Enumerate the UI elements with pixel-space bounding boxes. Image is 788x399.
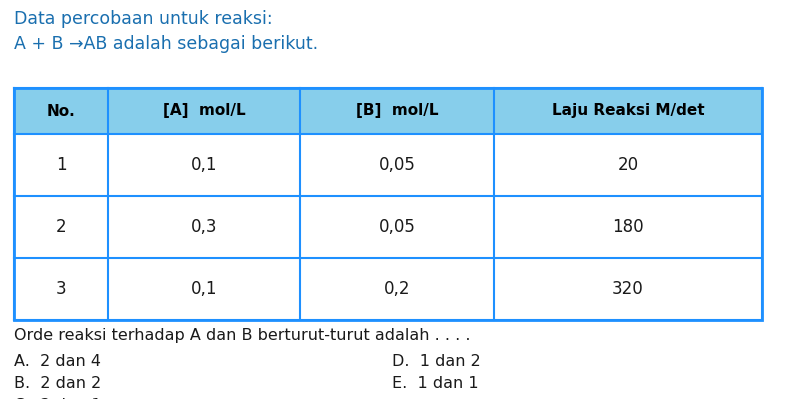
Text: 20: 20 bbox=[618, 156, 638, 174]
Bar bbox=[14, 88, 762, 134]
Text: D.  1 dan 2: D. 1 dan 2 bbox=[392, 354, 481, 369]
Text: 320: 320 bbox=[612, 280, 644, 298]
Text: [B]  mol/L: [B] mol/L bbox=[355, 103, 438, 119]
Text: 1: 1 bbox=[56, 156, 66, 174]
Text: Orde reaksi terhadap A dan B berturut-turut adalah . . . .: Orde reaksi terhadap A dan B berturut-tu… bbox=[14, 328, 470, 343]
Text: 0,3: 0,3 bbox=[191, 218, 217, 236]
Text: 2: 2 bbox=[56, 218, 66, 236]
Text: 0,1: 0,1 bbox=[191, 280, 217, 298]
Text: Data percobaan untuk reaksi:: Data percobaan untuk reaksi: bbox=[14, 10, 273, 28]
Text: E.  1 dan 1: E. 1 dan 1 bbox=[392, 376, 478, 391]
Bar bbox=[14, 88, 762, 320]
Text: 0,1: 0,1 bbox=[191, 156, 217, 174]
Text: Laju Reaksi M/det: Laju Reaksi M/det bbox=[552, 103, 704, 119]
Text: No.: No. bbox=[46, 103, 76, 119]
Text: 0,05: 0,05 bbox=[378, 218, 415, 236]
Text: 0,05: 0,05 bbox=[378, 156, 415, 174]
Text: 3: 3 bbox=[56, 280, 66, 298]
Text: A.  2 dan 4: A. 2 dan 4 bbox=[14, 354, 101, 369]
Text: 0,2: 0,2 bbox=[384, 280, 411, 298]
Text: A + B →AB adalah sebagai berikut.: A + B →AB adalah sebagai berikut. bbox=[14, 35, 318, 53]
Text: B.  2 dan 2: B. 2 dan 2 bbox=[14, 376, 101, 391]
Text: [A]  mol/L: [A] mol/L bbox=[162, 103, 245, 119]
Text: C.  2 dan 1: C. 2 dan 1 bbox=[14, 398, 102, 399]
Text: 180: 180 bbox=[612, 218, 644, 236]
